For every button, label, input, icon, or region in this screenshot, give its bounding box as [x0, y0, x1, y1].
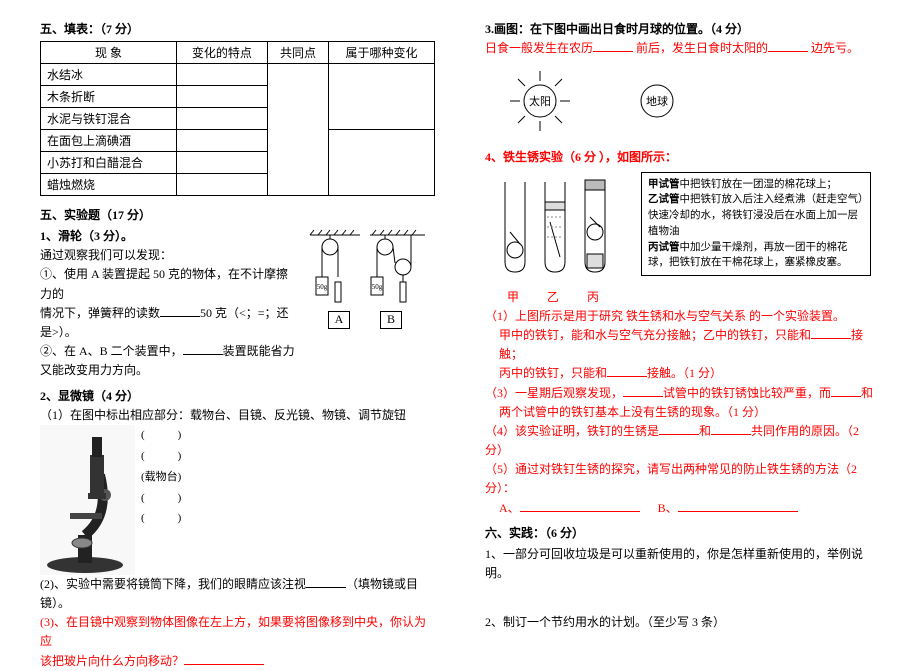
microscope-diagram: 载物台 — [40, 425, 435, 575]
practice-q2: 2、制订一个节约用水的计划。（至少写 3 条） — [485, 613, 880, 632]
tube-bing-label: 丙试管 — [648, 242, 680, 253]
tubes-diagram: 甲试管中把铁钉放在一团湿的棉花球上； 乙试管中把铁钉放入后注入经煮沸（赶走空气）… — [485, 172, 880, 282]
q2-sub1: （1）在图中标出相应部分：载物台、目镜、反光镜、物镜、调节旋钮 — [40, 406, 435, 425]
q4-r4: （4）该实验证明，铁钉的生锈是和共同作用的原因。（2 分） — [485, 422, 880, 460]
th-feature: 变化的特点 — [176, 42, 267, 64]
micro-label — [141, 508, 181, 529]
table-row: 木条折断 — [41, 86, 177, 108]
q4-r5ab: A、 B、 — [499, 499, 880, 518]
q3-title: 3.画图：在下图中画出日食时月球的位置。（4 分） — [485, 20, 880, 39]
section-experiment-title: 五、实验题（17 分） — [40, 206, 435, 223]
q2-title: 2、显微镜（4 分） — [40, 387, 435, 406]
svg-text:太阳: 太阳 — [529, 95, 551, 108]
pulley-diagram: 50g 50g A B — [295, 227, 435, 329]
table-row: 小苏打和白醋混合 — [41, 152, 177, 174]
micro-label — [141, 425, 181, 446]
q2-sub2: (2)、实验中需要将镜筒下降，我们的眼睛应该注视（填物镜或目镜）。 — [40, 575, 435, 613]
practice-q1: 1、一部分可回收垃圾是可以重新使用的，你是怎样重新使用的，举例说明。 — [485, 545, 880, 583]
table-row: 在面包上滴碘酒 — [41, 130, 177, 152]
tube-bottom-labels: 甲乙丙 — [507, 288, 880, 307]
section-practice-title: 六、实践：（6 分） — [485, 524, 880, 541]
q3-red-line: 日食一般发生在农历 前后，发生日食时太阳的 边先亏。 — [485, 39, 880, 58]
q4-r3: （3）一星期后观察发现，试管中的铁钉锈蚀比较严重，而和 两个试管中的铁钉基本上没… — [485, 384, 880, 422]
table-row: 水泥与铁钉混合 — [41, 108, 177, 130]
micro-label: 载物台 — [141, 467, 181, 488]
tube-jia-label: 甲试管 — [648, 179, 680, 190]
table-row: 蜡烛燃烧 — [41, 174, 177, 196]
svg-text:50g: 50g — [372, 283, 383, 291]
th-common: 共同点 — [267, 42, 328, 64]
q1-line4: 又能改变用力方向。 — [40, 361, 435, 380]
tube-yi-label: 乙试管 — [648, 194, 680, 205]
q4-title: 4、铁生锈实验（6 分 ），如图所示： — [485, 148, 880, 167]
phenomena-table: 现 象 变化的特点 共同点 属于哪种变化 水结冰 木条折断 水泥与铁钉混合 在面… — [40, 41, 435, 196]
q4-r2: 甲中的铁钉，能和水与空气充分接触；乙中的铁钉，只能和接触； 丙中的铁钉，只能和接… — [499, 326, 880, 384]
svg-text:50g: 50g — [317, 283, 328, 291]
label-a: A — [328, 311, 350, 329]
svg-text:地球: 地球 — [646, 94, 668, 108]
label-b: B — [380, 311, 402, 329]
q2-sub3: (3)、在目镜中观察到物体图像在左上方，如果要将图像移到中央，你认为应 该把玻片… — [40, 613, 435, 671]
q4-r5: （5）通过对铁钉生锈的探究，请写出两种常见的防止铁生锈的方法（2 分）： — [485, 460, 880, 498]
th-phenomenon: 现 象 — [41, 42, 177, 64]
sun-earth-diagram: 太阳 地球 — [505, 66, 880, 136]
table-row: 水结冰 — [41, 64, 177, 86]
section-fill-table-title: 五、填表：（7 分） — [40, 20, 435, 37]
th-type: 属于哪种变化 — [329, 42, 435, 64]
q1-line3: ②、在 A、B 二个装置中，装置既能省力 — [40, 342, 435, 361]
q4-r1: （1）上图所示是用于研究 铁生锈和水与空气关系 的一个实验装置。 — [485, 307, 880, 326]
micro-label — [141, 488, 181, 509]
micro-label — [141, 446, 181, 467]
